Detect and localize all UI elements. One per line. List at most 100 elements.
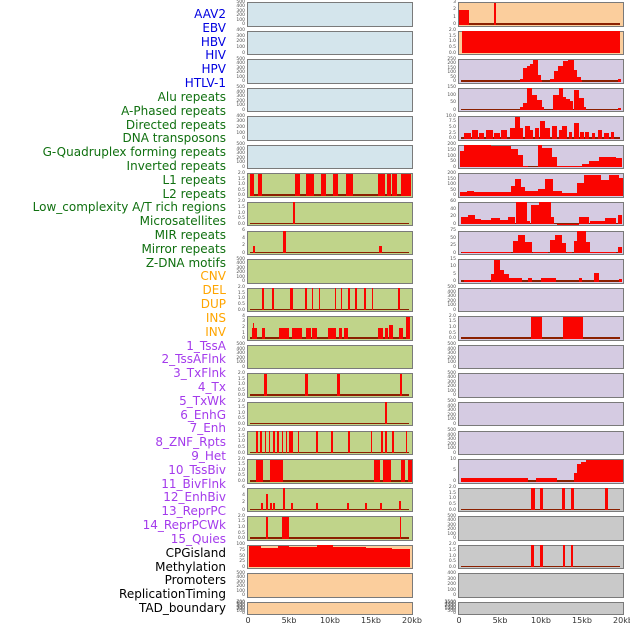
y-tick-13-reprpc: 300: [447, 408, 456, 414]
y-tick-a-phased-repeats: 0.5: [237, 216, 245, 222]
y-tick-g-quadruplex-forming-repeats: 1.0: [237, 296, 245, 302]
y-tick-aav2: 100: [236, 17, 245, 23]
x-tick-10kb: 10kb: [320, 616, 340, 625]
x-tick-0: 0: [245, 616, 251, 625]
bar-1-tssa: [573, 69, 578, 82]
y-tick-dna-transposons: 300: [236, 265, 245, 271]
baseline-microsatellites: [250, 451, 409, 454]
y-tick-low-complexity-a-t-rich-regions: 1.0: [237, 410, 245, 416]
bar-g-quadruplex-forming-repeats: [397, 288, 400, 311]
bar-4-tx: [538, 145, 543, 168]
bar-6-enhg: [590, 221, 605, 225]
bar-alu-repeats: [392, 173, 398, 196]
track-label-14-reprpcwk: 14_ReprPCWk: [142, 518, 226, 533]
y-tick-dna-transposons: 200: [236, 270, 245, 276]
y-tick-6-enhg: 0: [453, 221, 456, 227]
y-tick-tad-boundary: 2000: [444, 604, 456, 610]
bar-5-txwk: [609, 175, 620, 196]
bar-8-znf-rpts: [500, 269, 505, 282]
track-plot-9-het: [458, 287, 624, 313]
track-label-mir-repeats: MIR repeats: [154, 228, 226, 243]
bar-g-quadruplex-forming-repeats: [290, 288, 294, 311]
track-plot-6-enhg: [458, 201, 624, 227]
bar-microsatellites: [285, 431, 288, 454]
bar-1-tssa: [568, 59, 574, 82]
y-tick-6-enhg: 40: [450, 206, 456, 212]
bar-6-enhg: [460, 217, 468, 225]
y-tick-dup: 700: [236, 599, 245, 605]
y-tick-htlv-1: 400: [236, 146, 245, 152]
y-tick-dup: 600: [236, 601, 245, 607]
bar-6-enhg: [508, 216, 515, 225]
track-label-hiv: HIV: [205, 48, 226, 63]
bar-6-enhg: [604, 217, 617, 225]
bar-8-znf-rpts: [593, 272, 600, 282]
y-tick-microsatellites: 2.0: [237, 428, 245, 434]
bar-3-txflnk: [561, 125, 567, 139]
bar-6-enhg: [578, 217, 589, 225]
bar-8-znf-rpts: [463, 280, 491, 282]
y-tick-1-tssa: 200: [447, 61, 456, 67]
y-tick-ins: 2: [453, 7, 456, 12]
y-tick-promoters: 0.0: [448, 564, 456, 570]
track-label-7-enh: 7_Enh: [189, 421, 226, 436]
bar-mirror-repeats: [347, 502, 350, 511]
bar-alu-repeats: [258, 173, 263, 196]
track-plot-promoters: [458, 544, 624, 570]
y-tick-10-tssbiv: 1.0: [448, 325, 456, 331]
x-tick-5kb: 5kb: [281, 616, 297, 625]
track-plot-z-dna-motifs: [247, 516, 413, 541]
track-label-13-reprpc: 13_ReprPC: [161, 504, 226, 519]
track-label-htlv-1: HTLV-1: [184, 76, 226, 91]
y-tick-htlv-1: 500: [236, 142, 245, 148]
bar-3-txflnk: [524, 125, 530, 139]
y-tick-15-quies: 5: [453, 467, 456, 473]
bar-7-enh: [555, 235, 562, 254]
bar-mir-repeats: [407, 459, 412, 482]
y-tick-12-enhbiv: 500: [447, 370, 456, 376]
x-tick-5kb: 5kb: [492, 616, 508, 625]
bar-microsatellites: [297, 431, 299, 454]
bar-2-tssaflnk: [531, 95, 537, 111]
y-tick-5-txwk: 50: [450, 187, 456, 193]
track-label-2-tssaflnk: 2_TssAFlnk: [161, 352, 226, 367]
baseline-8-znf-rpts: [461, 280, 620, 282]
bar-inverted-repeats: [312, 327, 318, 339]
bar-3-txflnk: [529, 129, 534, 139]
y-tick-11-bivflnk: 100: [447, 360, 456, 366]
bar-1-tssa: [523, 68, 527, 82]
track-label-hbv: HBV: [200, 34, 226, 49]
y-tick-12-enhbiv: 200: [447, 384, 456, 390]
bar-8-znf-rpts: [491, 274, 495, 282]
y-tick-g-quadruplex-forming-repeats: 1.5: [237, 290, 245, 296]
track-label-cnv: CNV: [200, 269, 226, 284]
bar-5-txwk: [524, 191, 539, 196]
bar-6-enhg: [527, 221, 531, 225]
bar-1-tssa: [533, 59, 539, 82]
y-tick-13-reprpc: 100: [447, 417, 456, 423]
y-tick-8-znf-rpts: 0: [453, 279, 456, 285]
y-tick-7-enh: 25: [450, 243, 456, 249]
track-plot-cpgisland: [458, 487, 624, 513]
y-tick-cpgisland: 0.5: [448, 502, 456, 508]
y-tick-ins: 3: [453, 0, 456, 5]
y-tick-l1-repeats: 200: [236, 355, 245, 361]
bar-3-txflnk: [519, 127, 523, 139]
bar-1-tssa: [550, 79, 554, 82]
y-tick-inv: 0.5: [448, 44, 456, 50]
bar-mir-repeats: [270, 459, 283, 482]
y-tick-z-dna-motifs: 2.0: [237, 513, 245, 519]
bar-4-tx: [490, 146, 512, 168]
bar-4-tx: [511, 148, 519, 168]
y-tick-4-tx: 50: [450, 159, 456, 165]
bar-mirror-repeats: [365, 502, 368, 511]
bar-8-znf-rpts: [494, 259, 500, 282]
track-label-5-txwk: 5_TxWk: [179, 393, 226, 408]
baseline-ins: [461, 23, 620, 25]
bar-5-txwk: [514, 179, 522, 196]
y-tick-replicationtiming: 400: [447, 570, 456, 576]
y-tick-11-bivflnk: 400: [447, 346, 456, 352]
bar-g-quadruplex-forming-repeats: [354, 288, 357, 311]
bar-6-enhg: [538, 202, 551, 225]
bar-6-enhg: [468, 215, 475, 225]
